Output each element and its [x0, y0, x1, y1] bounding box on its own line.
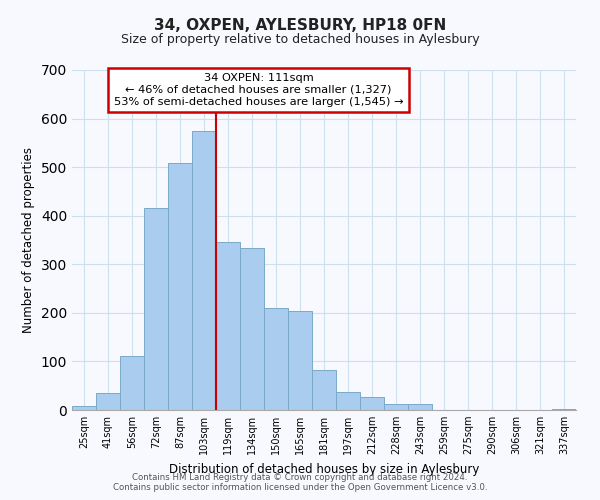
Bar: [288, 312, 312, 410]
Bar: [72, 406, 96, 410]
Text: 34 OXPEN: 111sqm
← 46% of detached houses are smaller (1,327)
53% of semi-detach: 34 OXPEN: 111sqm ← 46% of detached house…: [114, 74, 403, 106]
Bar: [264, 308, 288, 410]
Bar: [384, 404, 408, 410]
Bar: [336, 392, 360, 410]
X-axis label: Distribution of detached houses by size in Aylesbury: Distribution of detached houses by size …: [169, 462, 479, 475]
Bar: [120, 356, 144, 410]
Bar: [552, 408, 576, 410]
Y-axis label: Number of detached properties: Number of detached properties: [22, 147, 35, 333]
Text: 34, OXPEN, AYLESBURY, HP18 0FN: 34, OXPEN, AYLESBURY, HP18 0FN: [154, 18, 446, 32]
Bar: [192, 130, 216, 410]
Bar: [216, 242, 240, 410]
Bar: [408, 404, 432, 410]
Bar: [360, 398, 384, 410]
Bar: [312, 370, 336, 410]
Bar: [96, 393, 120, 410]
Bar: [144, 208, 168, 410]
Text: Size of property relative to detached houses in Aylesbury: Size of property relative to detached ho…: [121, 32, 479, 46]
Bar: [240, 248, 264, 410]
Bar: [168, 164, 192, 410]
Text: Contains HM Land Registry data © Crown copyright and database right 2024.
Contai: Contains HM Land Registry data © Crown c…: [113, 473, 487, 492]
